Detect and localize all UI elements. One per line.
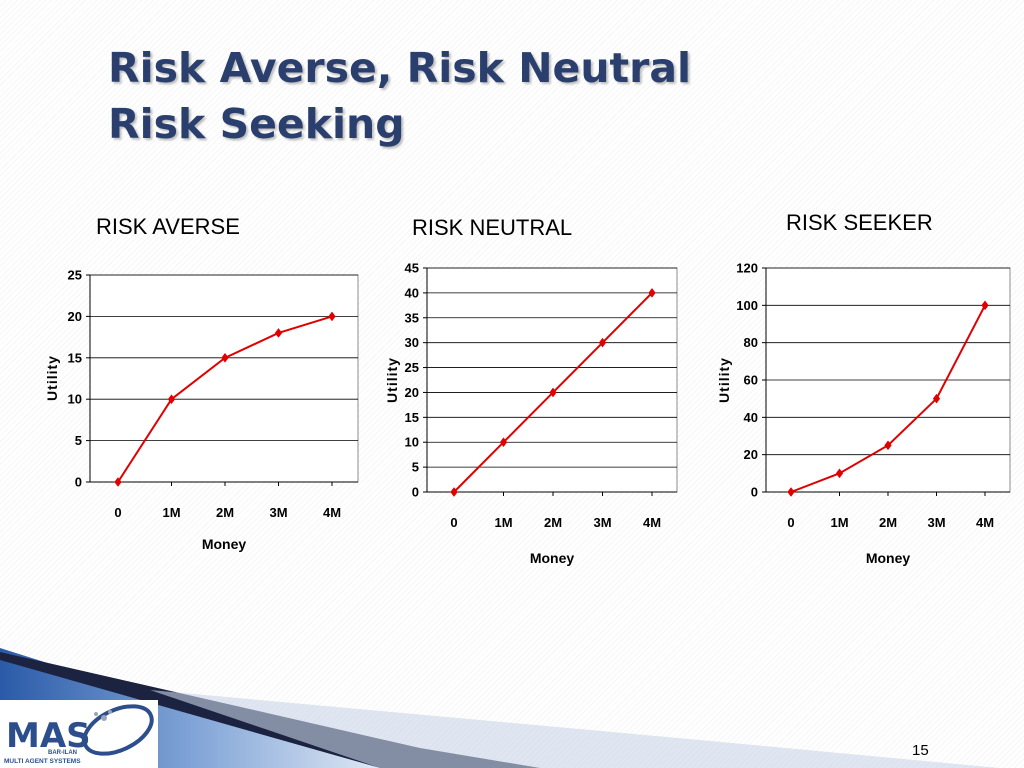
data-point <box>549 387 557 398</box>
slide-title-line2: Risk Seeking <box>108 100 405 148</box>
x-tick-label: 3M <box>927 515 945 530</box>
plot-area <box>426 267 678 493</box>
y-tick-label: 25 <box>405 360 419 375</box>
data-point <box>274 328 283 338</box>
logo-subtitle-2: MULTI AGENT SYSTEMS <box>4 758 81 765</box>
slide-title-line1: Risk Averse, Risk Neutral <box>108 44 692 92</box>
x-tick-label: 3M <box>593 515 611 530</box>
x-tick-label: 1M <box>830 515 848 530</box>
y-tick-label: 5 <box>412 460 419 475</box>
x-tick-label: 0 <box>114 505 121 520</box>
data-point <box>450 487 458 497</box>
y-tick-label: 15 <box>405 410 419 425</box>
data-point <box>884 440 892 451</box>
plot-area <box>89 274 359 483</box>
y-tick-label: 5 <box>75 433 82 448</box>
y-tick-label: 10 <box>405 435 419 450</box>
x-tick-label: 0 <box>787 515 794 530</box>
y-tick-label: 15 <box>68 350 82 365</box>
y-tick-label: 10 <box>68 392 82 407</box>
data-point <box>221 352 229 363</box>
y-axis-title: Utility <box>716 357 732 403</box>
chart-heading-risk-seeker: RISK SEEKER <box>786 210 933 235</box>
x-tick-label: 4M <box>323 505 341 520</box>
logo-swirl-icon <box>82 704 154 756</box>
y-tick-label: 0 <box>751 485 758 500</box>
y-tick-label: 120 <box>736 261 758 276</box>
x-tick-label: 2M <box>216 505 234 520</box>
x-tick-label: 1M <box>162 505 180 520</box>
data-point <box>328 311 336 322</box>
data-point <box>787 487 795 497</box>
y-tick-label: 30 <box>405 335 419 350</box>
data-point <box>835 468 844 479</box>
y-tick-label: 60 <box>744 373 758 388</box>
y-tick-label: 80 <box>744 335 758 350</box>
data-point <box>167 394 176 405</box>
y-tick-label: 45 <box>405 261 419 276</box>
y-tick-label: 20 <box>68 309 82 324</box>
data-point <box>499 437 508 448</box>
y-axis-title: Utility <box>384 357 400 403</box>
y-tick-label: 35 <box>405 310 419 325</box>
x-axis-title: Money <box>202 536 247 552</box>
slide-title: Risk Averse, Risk Neutral Risk Seeking <box>108 40 691 152</box>
y-tick-label: 0 <box>412 485 419 500</box>
x-tick-label: 4M <box>643 515 661 530</box>
y-tick-label: 0 <box>75 475 82 490</box>
y-axis-title: Utility <box>44 355 60 401</box>
x-tick-label: 4M <box>976 515 994 530</box>
data-point <box>598 337 607 348</box>
y-tick-label: 100 <box>736 298 758 313</box>
data-point <box>114 477 122 487</box>
logo-subtitle: BAR-ILAN <box>48 750 77 756</box>
logo-text: MAS <box>6 716 91 756</box>
data-point <box>932 393 941 404</box>
chart-heading-risk-neutral: RISK NEUTRAL <box>412 215 573 240</box>
x-tick-label: 2M <box>879 515 897 530</box>
x-tick-label: 3M <box>269 505 287 520</box>
y-tick-label: 20 <box>744 447 758 462</box>
x-tick-label: 1M <box>494 515 512 530</box>
chart-heading-risk-averse: RISK AVERSE <box>96 214 240 239</box>
x-tick-label: 0 <box>450 515 457 530</box>
mas-logo: MAS BAR-ILAN MULTI AGENT SYSTEMS <box>0 700 158 768</box>
y-tick-label: 20 <box>405 385 419 400</box>
x-axis-title: Money <box>866 550 911 566</box>
x-tick-label: 2M <box>544 515 562 530</box>
page-number: 15 <box>912 742 929 759</box>
data-point <box>981 300 989 311</box>
y-tick-label: 25 <box>68 268 82 283</box>
y-tick-label: 40 <box>405 285 419 300</box>
data-point <box>648 287 656 298</box>
y-tick-label: 40 <box>744 410 758 425</box>
x-axis-title: Money <box>530 550 575 566</box>
